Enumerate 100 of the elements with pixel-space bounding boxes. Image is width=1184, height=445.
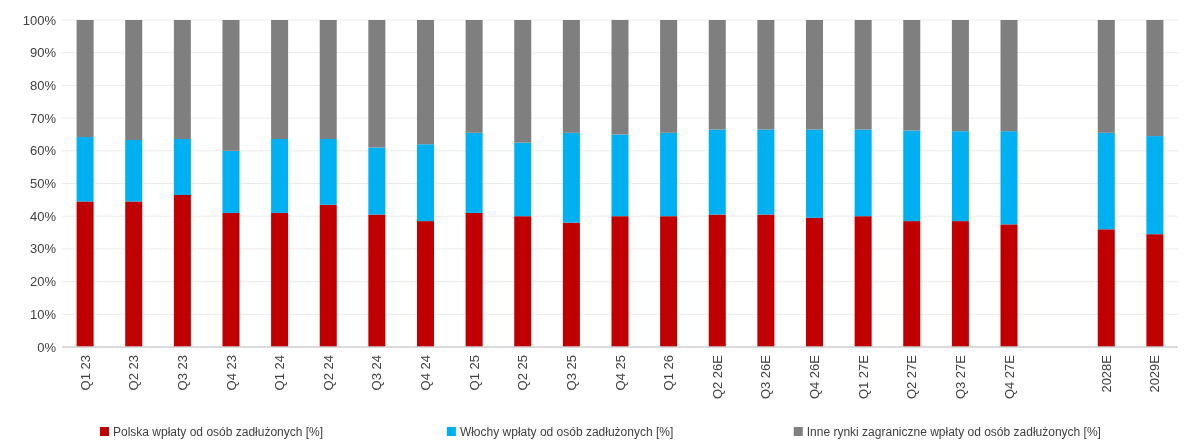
bar [611, 216, 629, 347]
bar [514, 20, 532, 143]
x-tick-label: Q4 24 [418, 355, 434, 391]
bar [76, 137, 94, 202]
y-tick-label: 80% [29, 77, 57, 93]
bar [1146, 136, 1164, 235]
bar [562, 132, 580, 223]
bar [368, 214, 386, 347]
bar [173, 194, 191, 347]
bar [1000, 224, 1018, 347]
bar [951, 131, 969, 222]
y-tick-label: 50% [29, 176, 57, 192]
bar [1097, 229, 1115, 347]
y-tick-label: 40% [29, 208, 57, 224]
bar [271, 20, 289, 140]
bar [757, 129, 775, 215]
bar [951, 221, 969, 347]
x-tick-label: Q3 24 [369, 355, 385, 391]
bar [319, 139, 337, 205]
x-tick-label: Q4 27E [1001, 354, 1017, 400]
y-tick-label: 100% [22, 12, 57, 28]
x-tick-label: Q1 25 [466, 355, 482, 391]
bar [76, 201, 94, 347]
bar [1146, 234, 1164, 347]
x-tick-label: Q1 27E [855, 354, 871, 400]
bar [222, 20, 240, 151]
legend-label: Polska wpłaty od osób zadłużonych [%] [113, 425, 324, 439]
y-tick-label: 0% [37, 339, 57, 355]
bar [903, 221, 921, 347]
bar [465, 132, 483, 213]
bar [660, 216, 678, 347]
bar [125, 140, 143, 202]
bar [465, 20, 483, 133]
bar [271, 139, 289, 213]
x-tick-label: Q2 25 [515, 355, 531, 391]
bar [611, 134, 629, 217]
x-tick-label: Q2 27E [904, 354, 920, 400]
x-tick-label: Q2 26E [709, 354, 725, 400]
bar [173, 20, 191, 140]
x-tick-label: Q3 25 [563, 355, 579, 391]
x-tick-label: Q4 25 [612, 355, 628, 391]
x-tick-label: Q2 24 [320, 355, 336, 391]
bar [611, 20, 629, 135]
y-tick-label: 60% [29, 143, 57, 159]
bar [222, 212, 240, 347]
bar [660, 132, 678, 217]
bar [1097, 132, 1115, 230]
bar [854, 216, 872, 347]
bar [465, 212, 483, 347]
bar [806, 20, 824, 130]
bar [806, 129, 824, 218]
x-tick-label: 2029E [1147, 354, 1163, 393]
bar [319, 204, 337, 347]
bar [125, 201, 143, 347]
bar [1146, 20, 1164, 137]
x-tick-label: Q1 23 [77, 355, 93, 391]
legend-label: Włochy wpłaty od osób zadłużonych [%] [459, 425, 674, 439]
bar [271, 212, 289, 347]
y-tick-label: 70% [29, 110, 57, 126]
bar [514, 216, 532, 347]
bar [368, 147, 386, 215]
y-tick-label: 20% [29, 274, 57, 290]
bar [854, 129, 872, 217]
bar [1000, 20, 1018, 132]
y-tick-label: 10% [29, 306, 57, 322]
bar [222, 150, 240, 213]
bar [903, 130, 921, 222]
bar [708, 214, 726, 347]
bar [562, 20, 580, 133]
bar [319, 20, 337, 140]
bar [708, 129, 726, 215]
bar [125, 20, 143, 141]
bar [173, 139, 191, 195]
x-tick-label: Q3 27E [952, 354, 968, 400]
bar [514, 142, 532, 217]
bar [708, 20, 726, 130]
y-tick-label: 90% [29, 45, 57, 61]
bar [951, 20, 969, 132]
bar [416, 20, 434, 145]
x-tick-label: Q1 26 [661, 355, 677, 391]
x-tick-label: Q2 23 [126, 355, 142, 391]
x-tick-label: Q4 23 [223, 355, 239, 391]
bar [806, 217, 824, 347]
bar [757, 214, 775, 347]
bar [854, 20, 872, 130]
bar [562, 222, 580, 347]
bar [368, 20, 386, 148]
bar [660, 20, 678, 133]
x-tick-label: Q3 26E [758, 354, 774, 400]
x-tick-label: Q4 26E [807, 354, 823, 400]
x-tick-label: Q1 24 [272, 355, 288, 391]
x-tick-label: 2028E [1098, 354, 1114, 393]
legend-label: Inne rynki zagraniczne wpłaty od osób zadłużonych [%] [806, 425, 1101, 439]
bar [1097, 20, 1115, 133]
x-tick-label: Q3 23 [174, 355, 190, 391]
bar [757, 20, 775, 130]
bar [76, 20, 94, 138]
y-tick-label: 30% [29, 241, 57, 257]
bar [903, 20, 921, 131]
bar [1000, 131, 1018, 225]
